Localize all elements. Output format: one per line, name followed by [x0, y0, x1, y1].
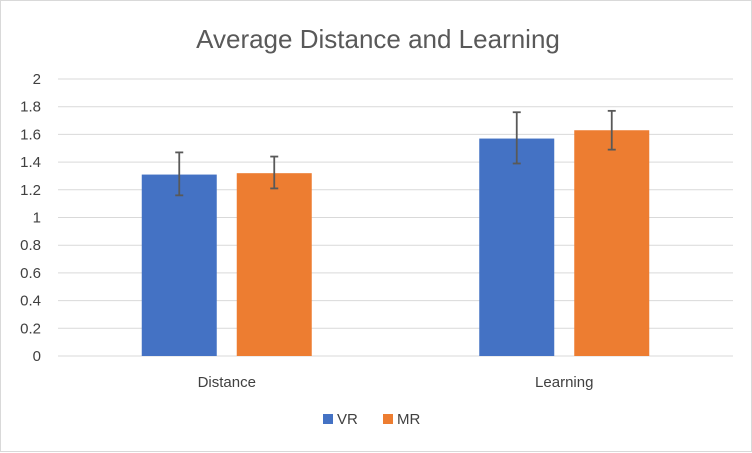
- legend-label-vr: VR: [337, 411, 358, 428]
- y-tick-label: 0.6: [20, 265, 41, 282]
- chart-title: Average Distance and Learning: [196, 24, 560, 54]
- y-tick-label: 1.8: [20, 99, 41, 116]
- x-axis-category-labels: Distance Learning: [198, 374, 594, 391]
- x-category-label: Learning: [535, 374, 593, 391]
- y-tick-label: 1.6: [20, 126, 41, 143]
- bar-mr-learning: [574, 130, 650, 356]
- y-tick-label: 0.4: [20, 293, 41, 310]
- legend-swatch-vr: [323, 414, 333, 424]
- y-tick-label: 0.2: [20, 320, 41, 337]
- legend: VR MR: [323, 411, 420, 428]
- bar-vr-learning: [479, 138, 555, 356]
- bar-mr-distance: [236, 173, 312, 356]
- y-tick-label: 2: [33, 71, 41, 88]
- y-tick-label: 1: [33, 210, 41, 227]
- bar-vr-distance: [141, 174, 217, 356]
- legend-swatch-mr: [383, 414, 393, 424]
- y-axis-tick-labels: 0 0.2 0.4 0.6 0.8 1 1.2 1.4 1.6 1.8 2: [20, 71, 41, 365]
- legend-label-mr: MR: [397, 411, 420, 428]
- bars: [141, 130, 650, 356]
- y-tick-label: 1.4: [20, 154, 41, 171]
- y-tick-label: 0: [33, 348, 41, 365]
- error-bars: [175, 109, 616, 197]
- x-category-label: Distance: [198, 374, 256, 391]
- y-tick-label: 0.8: [20, 237, 41, 254]
- y-tick-label: 1.2: [20, 182, 41, 199]
